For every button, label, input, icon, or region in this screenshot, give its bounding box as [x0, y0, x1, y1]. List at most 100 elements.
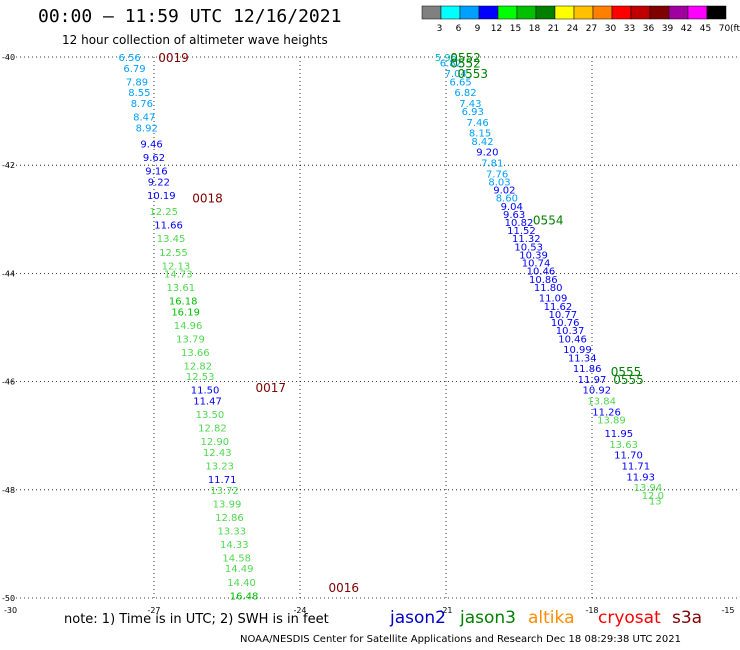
wave-height-value: 10.19 — [147, 191, 176, 202]
wave-height-value: 12.82 — [183, 361, 212, 372]
legend-swatch — [554, 5, 575, 20]
lon-tick-label: -21 — [439, 606, 452, 615]
wave-height-value: 9.02 — [493, 186, 515, 197]
wave-height-value: 11.26 — [592, 407, 621, 418]
time-label: 0019 — [158, 51, 189, 65]
wave-height-value: 14.33 — [220, 540, 249, 551]
wave-height-value: 13.23 — [205, 461, 234, 472]
wave-height-value: 11.34 — [568, 353, 597, 364]
legend-swatch — [516, 5, 537, 20]
satellite-jason3: jason3 — [460, 608, 516, 628]
wave-height-value: 11.32 — [512, 234, 541, 245]
wave-height-value: 11.70 — [614, 451, 643, 462]
wave-height-value: 13.66 — [181, 348, 210, 359]
satellite-cryosat: cryosat — [598, 608, 661, 628]
wave-height-value: 13.89 — [597, 415, 626, 426]
credit-line: NOAA/NESDIS Center for Satellite Applica… — [240, 634, 682, 645]
lat-tick-label: -48 — [2, 486, 15, 495]
wave-height-value: 8.55 — [128, 88, 150, 99]
legend-swatch — [687, 5, 708, 20]
wave-height-value: 7.89 — [126, 77, 148, 88]
wave-height-value: 10.46 — [558, 334, 587, 345]
wave-height-value: 11.97 — [578, 375, 607, 386]
wave-height-value: 10.37 — [556, 326, 585, 337]
legend-swatch — [706, 5, 727, 20]
legend-swatch — [440, 5, 461, 20]
time-label: 0017 — [256, 381, 287, 395]
lat-tick-label: -50 — [2, 594, 15, 603]
wave-height-value: 8.60 — [496, 194, 518, 205]
wave-height-value: 12.86 — [215, 513, 244, 524]
wave-height-value: 13.84 — [587, 397, 616, 408]
wave-height-value: 13.79 — [176, 334, 205, 345]
legend-label: 9 — [475, 24, 481, 34]
time-label: 0016 — [329, 581, 360, 595]
wave-height-value: 12.55 — [159, 248, 188, 259]
legend-label: 36 — [643, 24, 655, 34]
legend-swatch — [535, 5, 556, 20]
wave-height-value: 11.52 — [507, 226, 536, 237]
wave-height-value: 12.53 — [186, 372, 215, 383]
legend-swatch — [478, 5, 499, 20]
wave-height-value: 7.04 — [445, 69, 467, 80]
wave-height-value: 8.15 — [469, 129, 491, 140]
wave-height-value: 12.13 — [162, 261, 191, 272]
wave-height-value: 9.16 — [145, 167, 167, 178]
legend-swatch — [497, 5, 518, 20]
wave-height-value: 9.46 — [140, 140, 162, 151]
wave-height-value: 10.46 — [527, 267, 556, 278]
wave-height-value: 12.43 — [203, 448, 232, 459]
legend-label: 3 — [437, 24, 443, 34]
legend-label: 21 — [548, 24, 559, 34]
time-label: 0018 — [192, 192, 223, 206]
satellite-s3a: s3a — [672, 608, 703, 628]
wave-height-value: 10.92 — [583, 386, 612, 397]
legend-swatch — [421, 5, 442, 20]
page-subtitle: 12 hour collection of altimeter wave hei… — [62, 33, 328, 47]
wave-height-value: 13 — [649, 497, 662, 508]
wave-height-value: 13.45 — [157, 234, 186, 245]
legend-label: 15 — [510, 24, 521, 34]
legend-swatch — [649, 5, 670, 20]
legend-label: 24 — [567, 24, 579, 34]
wave-height-value: 12.25 — [149, 207, 178, 218]
wave-height-value: 8.03 — [488, 177, 510, 188]
time-label: 0553 — [457, 67, 488, 81]
wave-height-value: 8.76 — [131, 99, 153, 110]
wave-height-value: 11.86 — [573, 364, 602, 375]
legend-label: 45 — [700, 24, 711, 34]
wave-height-value: 13.99 — [213, 499, 242, 510]
wave-height-value: 9.04 — [501, 202, 523, 213]
wave-height-value: 8.92 — [136, 123, 158, 134]
legend-swatch — [459, 5, 480, 20]
wave-height-value: 13.72 — [210, 486, 239, 497]
wave-height-value: 10.86 — [529, 275, 558, 286]
wave-height-value: 9.62 — [143, 153, 165, 164]
wave-height-value: 10.77 — [548, 310, 577, 321]
wave-height-value: 14.58 — [222, 553, 251, 564]
lon-tick-label: -18 — [585, 606, 598, 615]
page-title: 00:00 – 11:59 UTC 12/16/2021 — [38, 6, 342, 27]
legend-label: 42 — [681, 24, 692, 34]
wave-height-value: 6.93 — [462, 107, 484, 118]
wave-height-value: 14.49 — [225, 564, 254, 575]
wave-height-value: 13.61 — [166, 283, 195, 294]
time-label: 0552 — [450, 51, 481, 65]
wave-height-value: 16.48 — [230, 591, 259, 602]
lat-tick-label: -40 — [2, 53, 15, 62]
wave-height-value: 8.42 — [471, 137, 493, 148]
wave-height-value: 11.95 — [604, 429, 633, 440]
satellite-altika: altika — [528, 608, 575, 628]
wave-height-value: 11.71 — [621, 461, 650, 472]
lon-tick-label: -27 — [147, 606, 160, 615]
wave-height-value: 12.90 — [201, 437, 230, 448]
wave-height-value: 13.50 — [196, 410, 225, 421]
legend-label: 70 — [719, 24, 731, 34]
lat-tick-label: -42 — [2, 161, 15, 170]
legend-swatch — [573, 5, 594, 20]
wave-height-value: 11.47 — [193, 397, 222, 408]
wave-height-value: 14.73 — [164, 269, 193, 280]
time-label: 0552 — [450, 56, 481, 70]
lat-tick-label: -44 — [2, 269, 15, 278]
